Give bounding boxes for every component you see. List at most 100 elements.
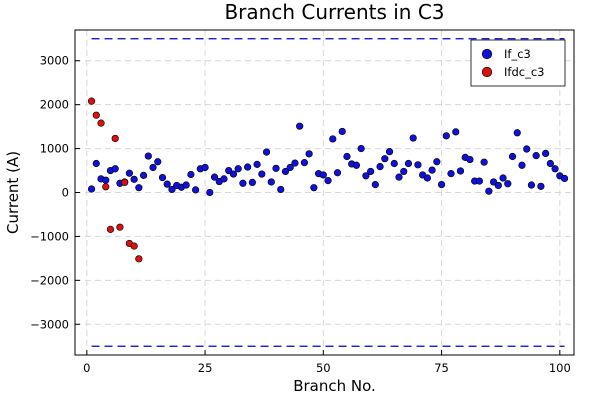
data-point	[135, 184, 143, 192]
x-tick-label: 0	[83, 361, 90, 375]
data-point	[518, 161, 526, 169]
data-point	[499, 174, 507, 182]
data-point	[475, 177, 484, 185]
data-point	[92, 159, 100, 168]
y-tick-label: −2000	[30, 273, 69, 287]
y-tick-label: 3000	[40, 54, 69, 68]
y-tick-label: −3000	[30, 317, 69, 331]
data-point	[281, 167, 290, 176]
y-tick-label: 0	[62, 186, 69, 200]
data-point	[532, 152, 540, 160]
data-point	[480, 158, 488, 166]
data-point	[362, 172, 370, 180]
data-point	[87, 185, 96, 193]
data-point	[385, 148, 394, 156]
data-point	[296, 122, 304, 130]
data-point	[452, 128, 460, 136]
data-point	[102, 183, 110, 191]
data-point	[130, 175, 138, 183]
legend-marker	[481, 66, 493, 78]
data-point	[201, 163, 209, 172]
data-point	[258, 170, 266, 178]
chart-title: Branch Currents in C3	[224, 0, 444, 24]
y-tick-label: 1000	[40, 142, 69, 156]
data-point	[206, 188, 214, 197]
data-point	[111, 134, 119, 143]
data-point	[187, 170, 195, 179]
axis-ticks: 0 25 50 75 100 −3000 −2000 −1000 0 1000 2000 3000	[30, 54, 571, 375]
data-point	[352, 161, 361, 169]
legend: If_c3 Ifdc_c3	[470, 39, 566, 87]
data-point	[210, 173, 219, 181]
data-point	[329, 135, 337, 143]
data-point	[291, 159, 299, 167]
data-point	[149, 163, 157, 172]
data-point	[404, 159, 413, 168]
data-point	[560, 174, 569, 183]
data-point	[111, 165, 119, 173]
data-point	[551, 165, 559, 173]
data-point	[182, 181, 190, 189]
data-point	[163, 180, 171, 188]
x-axis-label: Branch No.	[293, 377, 376, 395]
data-point	[87, 97, 96, 105]
data-point	[381, 155, 389, 163]
data-point	[154, 158, 162, 166]
series-ifdc-c3	[87, 97, 143, 263]
data-point	[527, 181, 536, 189]
x-tick-label: 50	[316, 361, 331, 375]
data-point	[139, 171, 148, 179]
data-point	[390, 159, 398, 168]
legend-marker	[481, 48, 493, 60]
data-point	[437, 180, 446, 189]
limit-lines	[91, 38, 565, 347]
data-point	[414, 161, 422, 169]
data-point	[333, 169, 342, 177]
data-point	[121, 178, 129, 186]
data-point	[504, 180, 512, 188]
data-point	[319, 171, 327, 179]
data-point	[192, 186, 200, 194]
data-point	[542, 149, 550, 158]
series-if-c3	[87, 122, 569, 197]
y-tick-label: 2000	[40, 98, 69, 112]
data-points	[87, 97, 569, 263]
data-point	[357, 144, 365, 153]
data-point	[158, 173, 167, 182]
data-point	[367, 167, 375, 176]
y-tick-label: −1000	[30, 229, 69, 243]
data-point	[466, 155, 474, 164]
legend-label: Ifdc_c3	[504, 65, 544, 79]
data-point	[135, 255, 143, 263]
data-point	[343, 152, 351, 161]
data-point	[239, 179, 247, 187]
data-point	[220, 175, 228, 183]
data-point	[428, 166, 436, 174]
data-point	[97, 119, 105, 127]
data-point	[125, 169, 133, 177]
y-axis-label: Current (A)	[4, 151, 22, 234]
legend-label: If_c3	[504, 47, 531, 61]
data-point	[442, 132, 450, 140]
data-point	[494, 181, 502, 190]
data-point	[286, 163, 294, 172]
data-point	[229, 170, 238, 178]
data-point	[168, 185, 176, 194]
data-point	[253, 160, 261, 168]
data-point	[400, 167, 408, 176]
data-point	[248, 178, 256, 186]
data-point	[523, 145, 531, 153]
data-point	[376, 162, 384, 171]
data-point	[485, 187, 493, 195]
data-point	[277, 185, 285, 194]
data-point	[546, 159, 554, 168]
data-point	[234, 165, 242, 173]
data-point	[423, 174, 431, 182]
data-point	[272, 164, 280, 172]
data-point	[92, 111, 100, 119]
data-point	[305, 150, 313, 158]
data-point	[244, 163, 252, 171]
data-point	[513, 129, 521, 137]
data-point	[537, 182, 545, 190]
